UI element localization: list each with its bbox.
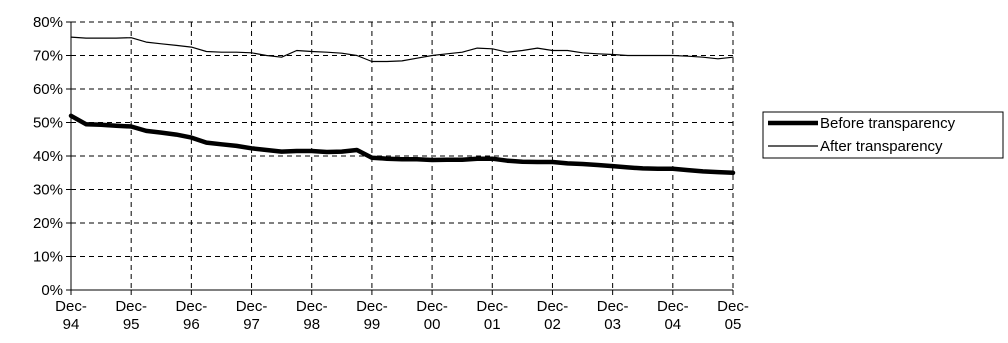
x-tick-label: Dec-96 <box>176 298 208 333</box>
y-tick-label: 40% <box>33 148 63 165</box>
y-tick-label: 50% <box>33 115 63 132</box>
y-tick-label: 10% <box>33 249 63 266</box>
x-axis-tick-labels: Dec-94 Dec-95 Dec-96 Dec-97 Dec-98 Dec-99 Dec-… <box>55 298 749 333</box>
legend-label-after-transparency: After transparency <box>820 138 943 155</box>
axes <box>66 21 734 295</box>
legend-box <box>762 111 1004 159</box>
legend-label-before-transparency: Before transparency <box>820 115 956 132</box>
x-tick-label: Dec-05 <box>717 298 749 333</box>
x-tick-label: Dec-03 <box>597 298 629 333</box>
x-tick-label: Dec-00 <box>416 298 448 333</box>
series-line-before-transparency <box>68 113 736 176</box>
x-tick-label: Dec-98 <box>296 298 328 333</box>
series-line-after-transparency <box>70 36 734 63</box>
x-tick-label: Dec-04 <box>657 298 689 333</box>
y-tick-label: 0% <box>41 282 63 299</box>
legend: Before transparency After transparency <box>762 111 1004 159</box>
series-lines <box>68 36 736 176</box>
x-tick-label: Dec-94 <box>55 298 87 333</box>
x-tick-label: Dec-99 <box>356 298 388 333</box>
y-tick-label: 30% <box>33 182 63 199</box>
gridlines <box>71 21 734 290</box>
y-tick-label: 80% <box>33 14 63 31</box>
x-tick-label: Dec-95 <box>115 298 147 333</box>
x-tick-label: Dec-97 <box>236 298 268 333</box>
y-tick-label: 20% <box>33 215 63 232</box>
y-tick-label: 70% <box>33 48 63 65</box>
x-tick-label: Dec-02 <box>537 298 569 333</box>
x-tick-label: Dec-01 <box>476 298 508 333</box>
y-tick-label: 60% <box>33 81 63 98</box>
y-axis-tick-labels: 0% 10% 20% 30% 40% 50% 60% 70% 80% <box>33 14 63 299</box>
